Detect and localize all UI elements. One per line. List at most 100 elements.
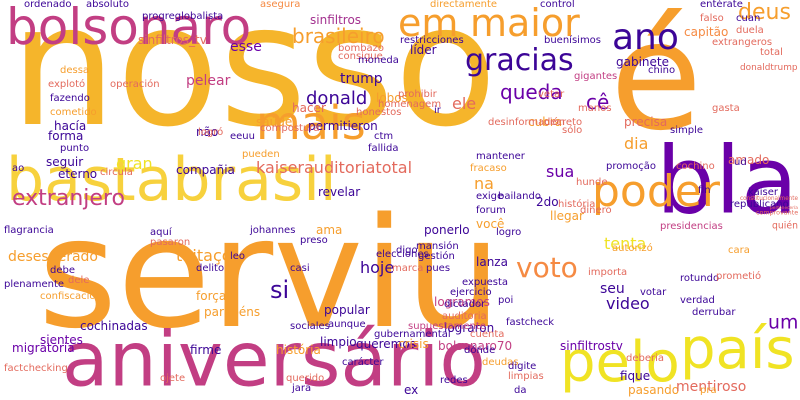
word: mais	[256, 96, 366, 150]
word: brasileiro	[292, 24, 385, 48]
word: pertenecería	[770, 205, 798, 211]
word: parabéns	[204, 305, 261, 319]
word: extrangeros	[712, 37, 773, 48]
word: amado	[728, 153, 770, 167]
word: total	[760, 47, 783, 58]
word: fin	[698, 185, 711, 196]
word: bla	[656, 127, 798, 235]
word: em	[398, 1, 459, 45]
word: ordenado	[24, 0, 72, 10]
word: trump	[340, 71, 383, 87]
word: moneda	[358, 55, 399, 66]
word: donald	[306, 88, 368, 109]
word: querido	[286, 373, 325, 384]
word: bastabrasil	[6, 145, 337, 215]
word: sinfiltros_tv	[138, 33, 207, 47]
word: permitieron	[308, 119, 378, 133]
word: sociales	[290, 321, 330, 332]
word: johannes	[250, 225, 296, 236]
word: poder	[592, 166, 720, 217]
word: serviu	[38, 185, 502, 362]
word: popular	[324, 303, 370, 317]
word: chino	[648, 65, 676, 76]
word: sinfiltros	[310, 13, 362, 27]
word: homenagem	[378, 99, 442, 110]
word: sientes	[40, 333, 83, 347]
word: ctm	[374, 131, 394, 142]
word: sua	[546, 162, 575, 181]
word: dele	[68, 275, 90, 286]
word: lograron	[444, 321, 495, 335]
word: pelear	[186, 73, 231, 89]
word: redes	[440, 375, 468, 386]
word: kaiser	[748, 187, 778, 198]
word: tenta	[604, 234, 647, 253]
word: poi	[498, 295, 514, 306]
word: aunque	[328, 319, 366, 330]
word: gigantes	[574, 71, 618, 82]
word: dessa	[60, 65, 90, 76]
word: eeuu	[230, 131, 255, 142]
word: rotundo	[680, 273, 720, 284]
word: hoje	[360, 258, 395, 277]
word: lobos	[376, 91, 408, 105]
word: nosso	[10, 0, 498, 164]
word: debe	[50, 265, 75, 276]
word: asegura	[260, 0, 301, 10]
word: gasta	[712, 103, 740, 114]
word: sólo	[562, 125, 583, 136]
word: cê	[586, 90, 610, 114]
word: cubra	[528, 115, 563, 129]
word: 2do	[536, 195, 559, 209]
word: bailando	[498, 191, 541, 202]
word: donaldtrump	[740, 63, 798, 73]
word: cochinadas	[80, 319, 148, 333]
word: si	[270, 276, 290, 304]
word: vetar	[538, 89, 565, 100]
word: directamente	[430, 0, 498, 10]
word: é	[610, 0, 703, 164]
word: gabinete	[616, 55, 669, 69]
word: dónde	[464, 345, 496, 356]
word: da	[514, 385, 527, 396]
word: llegar	[550, 209, 584, 223]
word: jara	[292, 383, 312, 394]
word: cochino	[676, 161, 715, 172]
word: expuesta	[462, 277, 508, 288]
word: cuenta	[470, 329, 505, 340]
word: forum	[476, 205, 506, 216]
word: decreto	[544, 117, 583, 128]
word: flagrancia	[4, 225, 54, 236]
word: digite	[508, 361, 537, 372]
word: ele	[452, 94, 477, 113]
word: líder	[410, 43, 437, 57]
word: honestos	[356, 107, 402, 118]
word: punto	[60, 143, 90, 154]
word: hacía	[54, 119, 87, 133]
word: um	[768, 312, 799, 334]
word: ano	[612, 17, 679, 58]
word: queda	[500, 80, 563, 104]
word: hunde	[576, 177, 608, 188]
word: limpio	[320, 335, 357, 349]
word: logramos	[434, 295, 490, 309]
word: verdad	[680, 295, 715, 306]
word: auditoria	[442, 311, 487, 322]
word: republicano	[730, 199, 789, 210]
word: ponerlo	[424, 223, 470, 237]
word: capitão	[684, 25, 729, 39]
word: dinero	[580, 205, 612, 216]
word: importa	[588, 267, 628, 278]
word: confiscación	[40, 291, 102, 302]
word: mansión	[416, 241, 459, 252]
word: história	[276, 343, 321, 357]
word: leo	[230, 251, 246, 262]
word: autorizó	[612, 243, 653, 254]
word: deudas	[482, 357, 519, 368]
word: seu	[600, 281, 625, 297]
word: factchecking	[4, 363, 68, 374]
word: operación	[110, 79, 160, 90]
word: falso	[700, 13, 724, 24]
word: ir	[434, 105, 441, 116]
